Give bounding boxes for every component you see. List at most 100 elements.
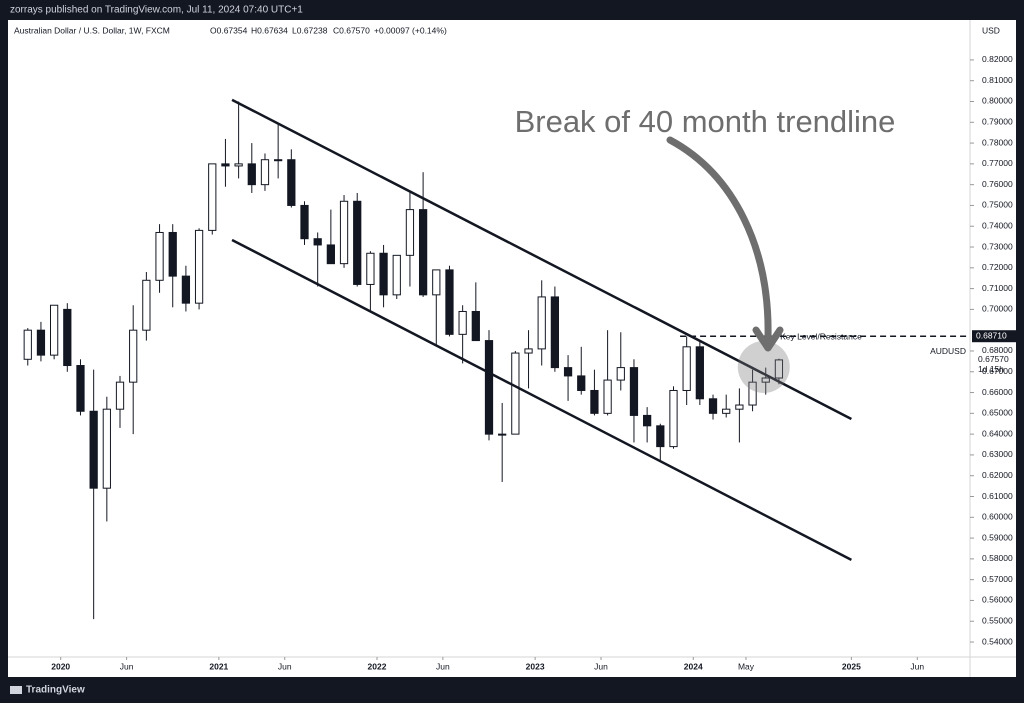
candle-body [708, 398, 718, 414]
candle [339, 195, 349, 268]
candle [708, 394, 718, 420]
trendline [231, 98, 852, 421]
y-tick-label: 0.62000 [982, 470, 1013, 480]
x-tick-label: 2022 [368, 661, 387, 671]
x-tick-label: 2025 [842, 661, 861, 671]
candle-body [274, 159, 283, 162]
candle-body [300, 204, 309, 240]
candle [590, 369, 599, 416]
y-tick-label: 0.72000 [982, 262, 1013, 272]
candle-body [629, 367, 639, 416]
candle-body [168, 231, 177, 277]
candle [366, 251, 375, 312]
candle-body [221, 163, 230, 167]
candle [274, 124, 283, 179]
y-tick-label: 0.75000 [982, 200, 1013, 210]
candle-body [181, 275, 191, 304]
candle-body [326, 244, 335, 265]
arrow-head [752, 326, 784, 352]
candle-body [577, 375, 586, 391]
key-level-text: Key Level/Resistance [780, 331, 862, 341]
y-tick-label: 0.81000 [982, 75, 1013, 85]
candle-body [49, 304, 59, 356]
candle [63, 303, 72, 372]
candle [313, 232, 322, 287]
highlight-circle [737, 340, 790, 393]
candle [682, 336, 691, 406]
ohlc-value: O0.67354 [210, 25, 248, 35]
trendline [231, 238, 852, 562]
candle [326, 209, 335, 265]
candle-body [208, 163, 217, 231]
candle-body [155, 231, 164, 281]
candle [168, 224, 177, 308]
candle-body [774, 359, 784, 379]
candle [563, 355, 573, 401]
arrow-shaft [666, 136, 772, 342]
candle [379, 244, 388, 308]
x-tick-label: 2020 [51, 661, 70, 671]
y-tick-label: 0.78000 [982, 137, 1013, 147]
candle [656, 423, 665, 462]
candle-body [353, 200, 362, 285]
candle-body [616, 367, 625, 381]
candle-body [550, 296, 560, 369]
publish-info: zorrays published on TradingView.com, Ju… [10, 5, 303, 16]
x-tick-label: Jun [278, 661, 292, 671]
candle-body [695, 346, 704, 400]
candle [735, 388, 744, 443]
candle-body [643, 414, 652, 427]
candle-body [23, 329, 32, 360]
candle-body [339, 200, 349, 265]
y-tick-label: 0.61000 [982, 491, 1013, 501]
candle-body [432, 269, 441, 296]
countdown: 1d 15h [978, 364, 1004, 374]
currency: USD [982, 25, 1000, 35]
key-level-price: 0.68710 [976, 330, 1007, 340]
y-tick-label: 0.74000 [982, 220, 1013, 230]
candle [498, 402, 507, 482]
candle [36, 321, 46, 362]
candle-body [458, 310, 467, 335]
candle [669, 386, 678, 449]
candle-body [379, 252, 388, 296]
brand: TradingView [26, 685, 85, 696]
candle [194, 228, 204, 310]
candle-body [748, 381, 757, 406]
candle [418, 172, 428, 297]
candle-body [563, 367, 573, 377]
candle-body [102, 408, 111, 489]
candle-body [392, 254, 401, 296]
candle-body [89, 410, 98, 489]
y-tick-label: 0.55000 [982, 615, 1013, 625]
candle [353, 192, 362, 287]
candle-body [287, 159, 296, 206]
candle-body [36, 329, 46, 356]
candle-body [590, 389, 599, 414]
candle [748, 369, 757, 412]
candle [115, 375, 125, 428]
candle [603, 330, 612, 416]
candle [247, 143, 256, 193]
candle-body [735, 404, 744, 410]
candle-body [247, 163, 256, 186]
y-tick-label: 0.67000 [982, 366, 1013, 376]
symbol-title: Australian Dollar / U.S. Dollar, 1W, FXC… [14, 25, 170, 35]
chart-area [8, 20, 1016, 677]
candle [484, 330, 494, 441]
y-tick-label: 0.57000 [982, 574, 1013, 584]
y-tick-label: 0.82000 [982, 54, 1013, 64]
candle [537, 280, 546, 366]
candle [695, 340, 704, 406]
candle-body [761, 377, 770, 383]
candle-body [722, 408, 731, 414]
x-tick-label: Jun [910, 661, 924, 671]
y-tick-label: 0.65000 [982, 408, 1013, 418]
candle-body [511, 352, 520, 435]
candle [76, 359, 85, 416]
annotation: Break of 40 month trendline [515, 104, 896, 139]
candle-body [537, 296, 546, 350]
candle [129, 305, 138, 435]
logo-icon [10, 686, 22, 694]
ohlc-value: H0.67634 [251, 25, 288, 35]
